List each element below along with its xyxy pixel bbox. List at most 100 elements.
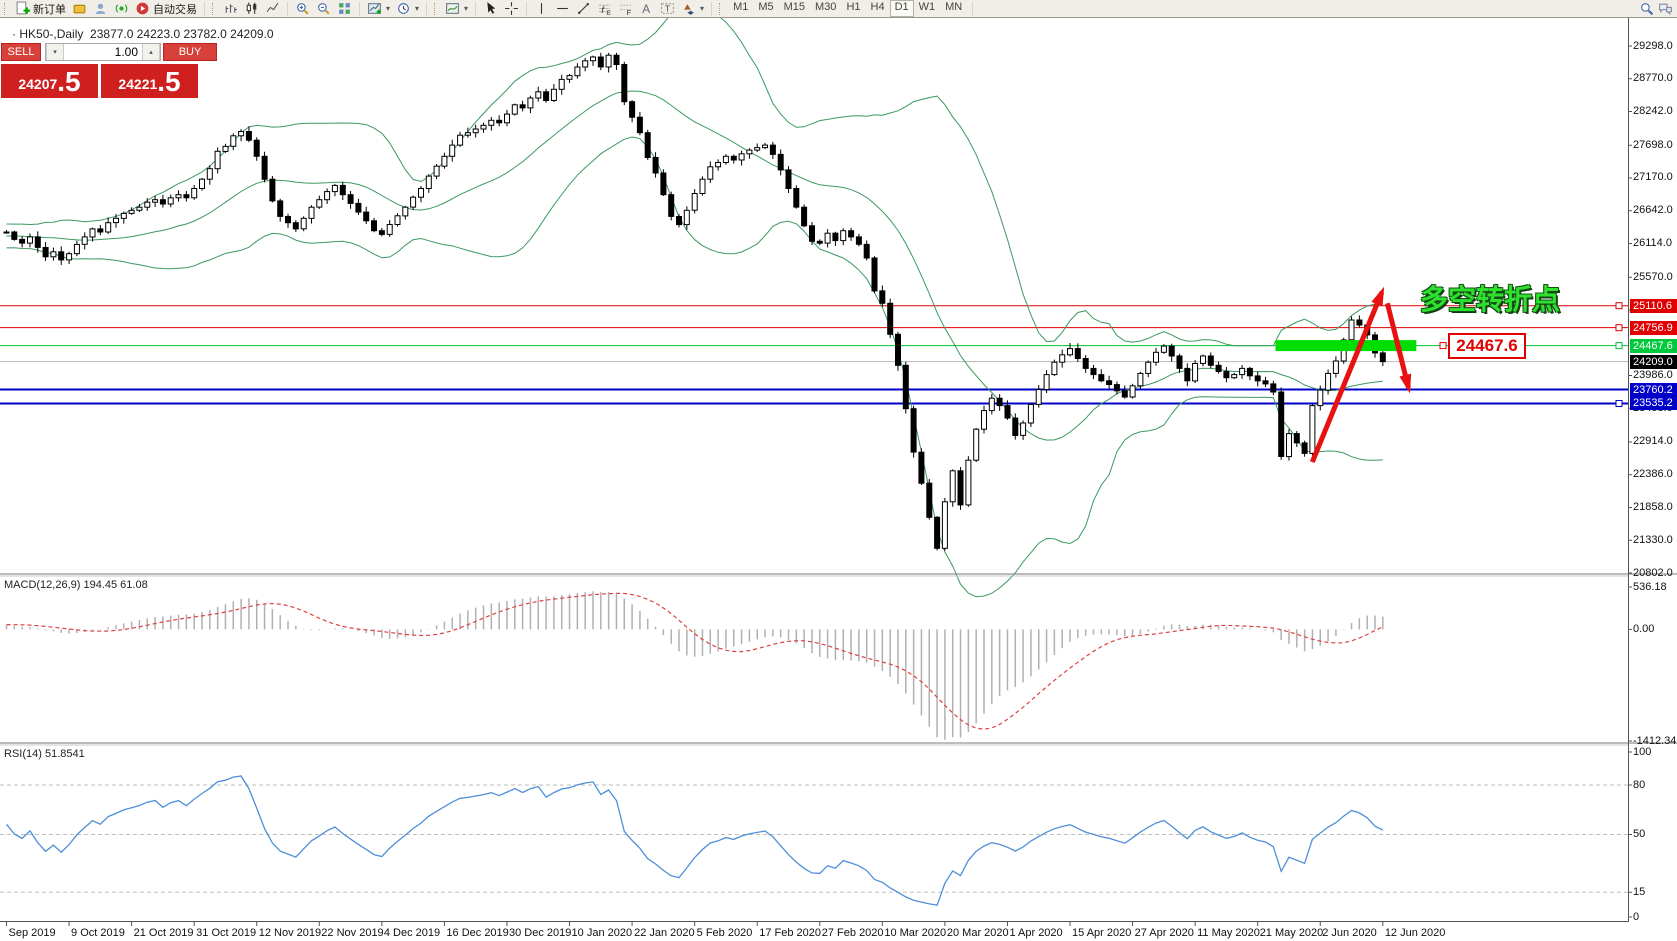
axis-tick-label: -1412.34 [1633,734,1677,747]
axis-tick-label: 27170.0 [1633,171,1673,184]
axis-tick-label: 21858.0 [1633,500,1673,513]
new-order-button[interactable]: 新订单 [13,1,68,17]
timeframe-group: M1 M5 M15 M30 H1 H4 D1 W1 MN [728,0,967,17]
market-watch-button[interactable] [91,1,110,17]
zoom-out-button[interactable] [314,1,333,17]
trendline-button[interactable] [574,1,593,17]
timeframe-d1[interactable]: D1 [889,0,914,17]
autotrading-button[interactable]: 自动交易 [133,1,199,17]
tile-windows-icon [339,3,350,14]
svg-text:T: T [665,4,671,14]
chat-icon[interactable] [1658,1,1673,16]
sell-price-main: 24207 [18,76,58,92]
new-order-icon [16,1,30,15]
timeframe-m30[interactable]: M30 [815,1,837,13]
axis-tick-label: 25570.0 [1633,270,1673,283]
timeframe-h4[interactable]: H4 [870,1,885,13]
buy-price-main: 24221 [118,76,158,92]
buy-price-button[interactable]: 24221 .5 [101,64,198,98]
templates-button[interactable]: ▾ [443,1,470,17]
date-tick-label: 17 Feb 2020 [759,927,821,939]
axis-tick-label: 26642.0 [1633,204,1673,217]
turning-point-annotation: 多空转折点 [1420,284,1561,315]
signals-button[interactable] [112,1,131,17]
cursor-icon [487,2,496,14]
timeframe-mn[interactable]: MN [945,1,963,13]
toolbar-grip[interactable] [4,2,9,15]
volume-decrease-button[interactable]: ▾ [46,44,64,60]
date-tick-label: 31 Oct 2019 [196,927,257,939]
timeframe-h1[interactable]: H1 [846,1,861,13]
autotrading-label: 自动交易 [153,3,197,16]
sell-price-button[interactable]: 24207 .5 [1,64,98,98]
axis-tick-label: 28242.0 [1633,105,1673,117]
toolbar-separator [204,1,205,16]
svg-text:f: f [601,5,605,16]
search-icon[interactable] [1639,1,1654,16]
tile-windows-button[interactable] [335,1,354,17]
horizontal-line-icon [557,7,568,10]
text-button[interactable]: A [637,1,656,17]
price-line-label: 25110.6 [1630,298,1677,313]
axis-tick-label: 50 [1633,828,1646,840]
axis-tick-label: 80 [1633,778,1646,791]
timeframe-m15[interactable]: M15 [783,1,806,13]
toolbar-grip[interactable] [212,2,217,15]
buy-button[interactable]: BUY [163,43,217,61]
date-tick-label: 1 Apr 2020 [1009,927,1063,939]
volume-input[interactable] [64,44,142,60]
crosshair-button[interactable] [502,1,521,17]
date-tick-label: 21 Oct 2019 [133,927,194,939]
chart-title-bullet: · [12,27,20,41]
date-tick-label: Sep 2019 [8,927,56,939]
templates-icon [446,3,459,14]
price-line-label: 23535.2 [1630,396,1677,411]
zoom-in-button[interactable] [293,1,312,17]
line-chart-button[interactable] [263,1,282,17]
vertical-line-button[interactable] [532,1,551,17]
cursor-button[interactable] [481,1,500,17]
dropdown-caret: ▾ [464,4,469,13]
svg-text:A: A [642,3,650,16]
date-tick-label: 15 Apr 2020 [1072,927,1132,939]
arrows-button[interactable]: ▾ [679,1,706,17]
timeframe-w1[interactable]: W1 [918,1,936,13]
zoom-in-icon [297,3,309,15]
new-chart-button[interactable]: ▾ [365,1,392,17]
toolbar-separator [972,1,974,16]
toolbar-separator [526,1,528,16]
toolbar: 新订单 自动交易 [0,0,1677,18]
chart-ohlc-values: 23877.0 24223.0 23782.0 24209.0 [90,27,274,41]
timeframe-m5[interactable]: M5 [758,1,774,13]
bar-chart-button[interactable] [221,1,240,17]
trendline-icon [578,3,589,14]
oct-top-row: SELL ▾ ▴ BUY [1,43,219,61]
one-click-trading-panel: SELL ▾ ▴ BUY 24207 .5 24221 .5 [1,43,219,98]
toolbar-grip[interactable] [434,2,439,15]
period-button[interactable]: ▾ [394,1,421,17]
date-tick-label: 10 Jan 2020 [571,927,633,939]
horizontal-line-button[interactable] [553,1,572,17]
toolbar-grip[interactable] [719,2,724,15]
date-tick-label: 22 Nov 2019 [321,927,384,939]
chart-style-button[interactable] [70,1,89,17]
axis-tick-label: 20802.0 [1633,566,1673,579]
text-label-button[interactable]: T [658,1,677,17]
price-line-label: 24756.9 [1630,320,1677,335]
channel-button[interactable]: F [616,1,635,17]
arrows-icon [684,4,694,15]
date-tick-label: 12 Jun 2020 [1384,927,1446,939]
timeframe-m1[interactable]: M1 [733,1,749,13]
sell-button[interactable]: SELL [1,43,41,61]
price-line-label: 23760.2 [1630,382,1677,397]
toolbar-separator [711,1,713,16]
axis-tick-label: 29298.0 [1633,39,1673,52]
volume-increase-button[interactable]: ▴ [142,44,160,60]
candlestick-chart-button[interactable] [242,1,261,17]
channel-icon: F [620,4,632,16]
chart-symbol-period: HK50-,Daily [19,27,84,41]
price-line-label: 24209.0 [1630,354,1677,369]
date-tick-label: 9 Oct 2019 [71,927,125,939]
